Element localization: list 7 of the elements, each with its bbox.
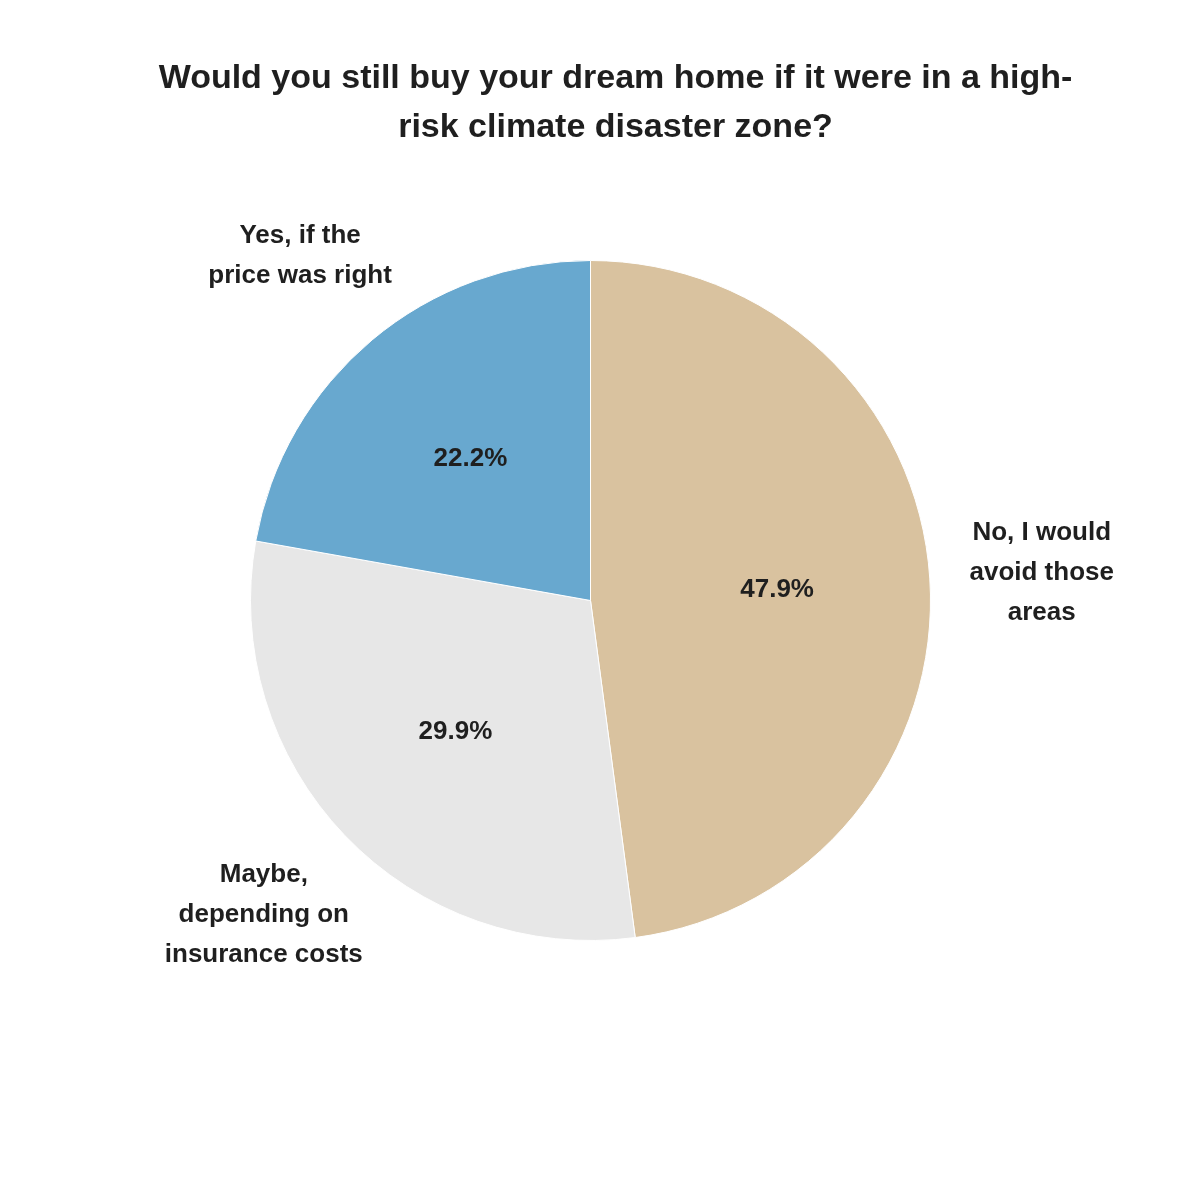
data-label: 29.9% — [418, 714, 493, 745]
data-label: 47.9% — [740, 573, 814, 604]
slice-label: Maybe, depending on insurance costs — [164, 858, 363, 969]
data-label: 22.2% — [433, 442, 508, 473]
slice-label: Yes, if the price was right — [208, 218, 393, 289]
chart-title: Would you still buy your dream home if it were in a high-risk climate disaster zone? — [158, 56, 1073, 145]
slice-label: No, I would avoid those areas — [969, 515, 1114, 626]
